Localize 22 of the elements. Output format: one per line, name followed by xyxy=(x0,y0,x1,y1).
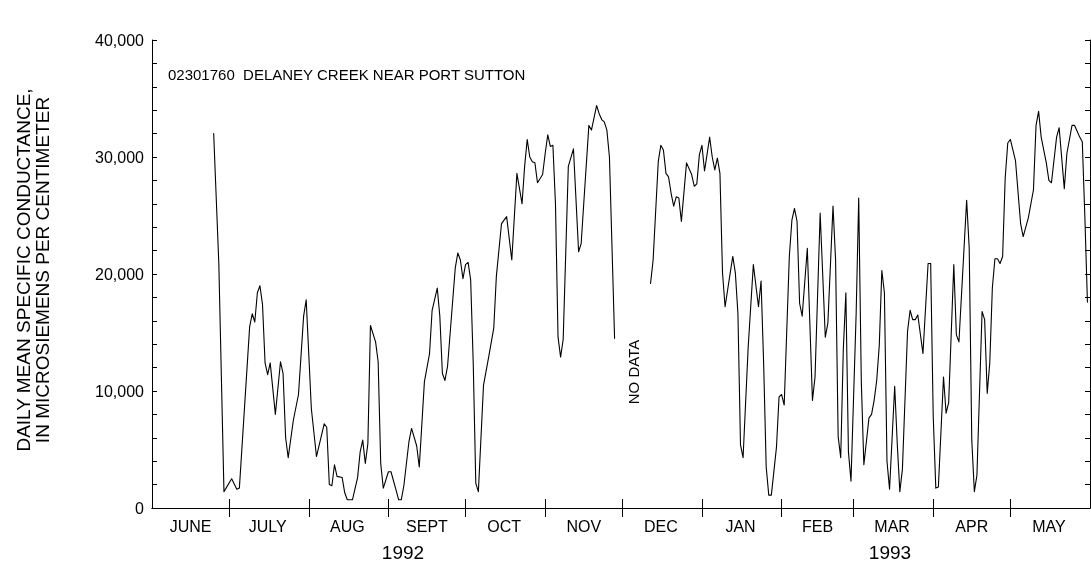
x-tick-label: JUNE xyxy=(169,517,212,535)
y-tick-label: 20,000 xyxy=(95,265,145,283)
x-tick-label: OCT xyxy=(487,517,522,535)
y-tick-label: 40,000 xyxy=(95,31,145,49)
x-tick-label: JULY xyxy=(248,517,287,535)
y-tick-label: 30,000 xyxy=(95,148,145,166)
annotation: NO DATA xyxy=(624,339,642,405)
y-axis-title: DAILY MEAN SPECIFIC CONDUCTANCE, IN MICROSIEMENS PER CENTIMETER xyxy=(13,88,53,452)
text: 1993 xyxy=(868,542,912,563)
x-tick-label: JAN xyxy=(725,517,756,535)
x-tick-label: AUG xyxy=(329,517,365,535)
x-tick-label: FEB xyxy=(802,517,834,535)
x-tick-label: MAR xyxy=(874,517,910,535)
x-tick-label: NOV xyxy=(566,517,602,535)
y-tick-label: 0 xyxy=(135,499,145,517)
x-tick-label: SEPT xyxy=(406,517,449,535)
text: 02301760 DELANEY CREEK NEAR PORT SUTTON xyxy=(168,66,526,83)
x-tick-label: APR xyxy=(955,517,989,535)
x-tick-label: DEC xyxy=(643,517,678,535)
x-tick-label: MAY xyxy=(1032,517,1066,535)
text: 1992 xyxy=(381,542,425,563)
y-tick-label: 10,000 xyxy=(95,382,145,400)
